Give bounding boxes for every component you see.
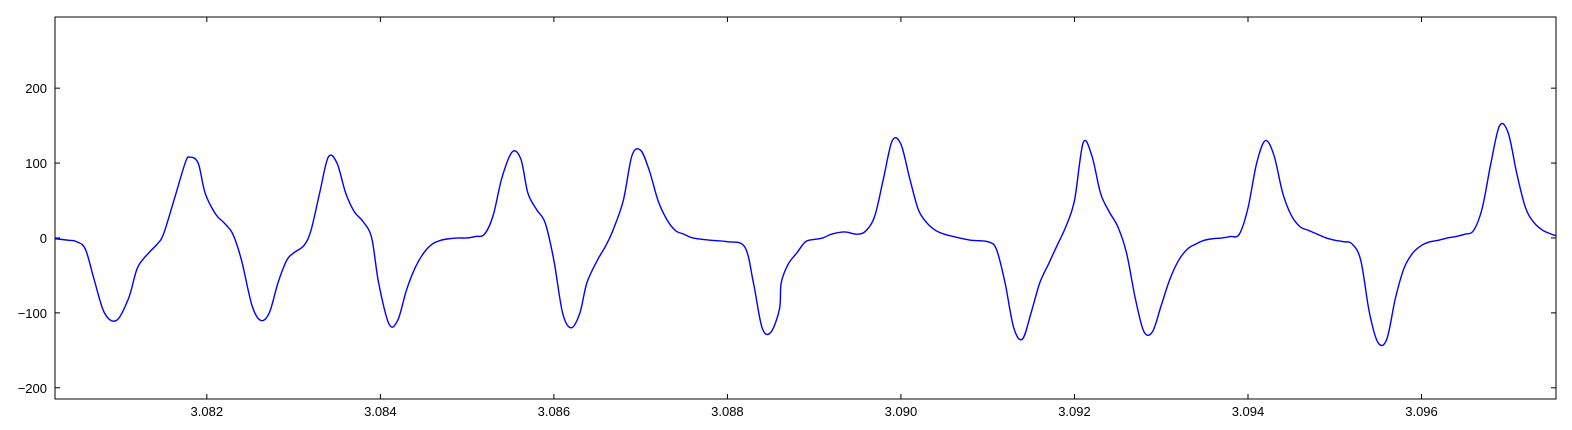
series-line-0 <box>55 122 1556 347</box>
x-axis: 3.082 3.084 3.086 3.088 3.090 3.092 3.094 3.096 <box>191 17 1438 419</box>
series-layer <box>55 122 1556 347</box>
y-tick-label: 200 <box>25 81 47 96</box>
x-tick-label: 3.096 <box>1405 404 1438 419</box>
y-tick-label: −100 <box>18 306 47 321</box>
x-tick-label: 3.084 <box>364 404 397 419</box>
y-tick-label: −200 <box>18 381 47 396</box>
plot-frame <box>54 16 1557 400</box>
y-tick-label: 100 <box>25 156 47 171</box>
y-axis: 200 100 0 −100 −200 <box>18 81 1556 396</box>
y-tick-label: 0 <box>40 231 47 246</box>
x-tick-label: 3.092 <box>1058 404 1091 419</box>
x-tick-label: 3.082 <box>191 404 224 419</box>
x-tick-label: 3.094 <box>1232 404 1265 419</box>
x-tick-label: 3.090 <box>885 404 918 419</box>
x-tick-label: 3.088 <box>711 404 744 419</box>
x-tick-label: 3.086 <box>538 404 571 419</box>
